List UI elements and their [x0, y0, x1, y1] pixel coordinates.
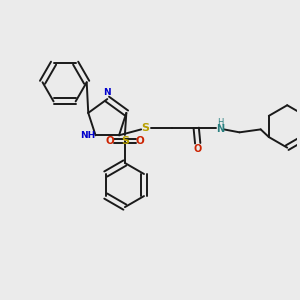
- Text: N: N: [103, 88, 111, 97]
- Text: O: O: [194, 143, 202, 154]
- Text: O: O: [136, 136, 145, 146]
- Text: NH: NH: [80, 131, 95, 140]
- Text: H: H: [217, 118, 224, 127]
- Text: O: O: [105, 136, 114, 146]
- Text: S: S: [142, 123, 150, 133]
- Text: S: S: [121, 136, 129, 146]
- Text: N: N: [216, 124, 224, 134]
